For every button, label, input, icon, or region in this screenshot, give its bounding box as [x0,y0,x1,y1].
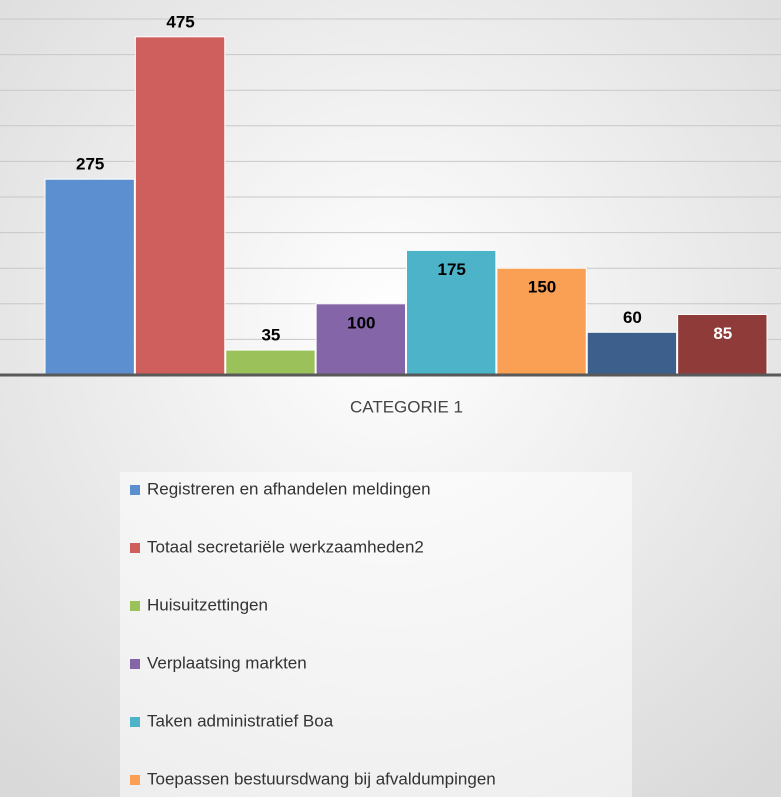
data-label: 275 [76,155,104,174]
bar [406,249,497,376]
legend-swatch [130,601,140,611]
legend-swatch [130,485,140,495]
data-label: 60 [623,308,642,327]
legend-swatch [130,659,140,669]
bar [315,303,406,376]
legend-label: Verplaatsing markten [147,653,307,672]
bar [225,349,316,376]
legend-swatch [130,717,140,727]
legend-label: Taken administratief Boa [147,711,334,730]
legend-swatch [130,543,140,553]
legend-swatch [130,775,140,785]
legend-box [120,472,632,797]
data-label: 475 [166,12,194,31]
data-label: 100 [347,313,375,332]
x-tick-label: CATEGORIE 1 [350,397,463,416]
data-label: 85 [713,324,732,343]
data-label: 35 [261,326,280,345]
legend-label: Totaal secretariële werkzaamheden2 [147,537,424,556]
data-label: 150 [528,278,556,297]
bar [496,267,587,376]
legend-label: Toepassen bestuursdwang bij afvaldumping… [147,769,496,788]
data-label: 175 [438,260,466,279]
bar [44,178,135,376]
bar [586,331,678,376]
legend-label: Huisuitzettingen [147,595,268,614]
bar [134,36,226,376]
legend-label: Registreren en afhandelen meldingen [147,479,431,498]
